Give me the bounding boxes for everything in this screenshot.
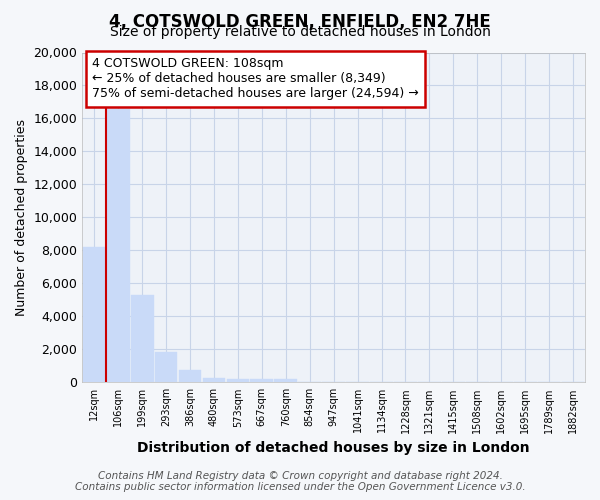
Text: Contains HM Land Registry data © Crown copyright and database right 2024.
Contai: Contains HM Land Registry data © Crown c…	[74, 471, 526, 492]
Text: Size of property relative to detached houses in London: Size of property relative to detached ho…	[110, 25, 490, 39]
Bar	[83, 247, 106, 382]
Bar	[179, 370, 202, 382]
Bar	[203, 378, 226, 382]
Bar	[131, 295, 154, 382]
X-axis label: Distribution of detached houses by size in London: Distribution of detached houses by size …	[137, 441, 530, 455]
Text: 4 COTSWOLD GREEN: 108sqm
← 25% of detached houses are smaller (8,349)
75% of sem: 4 COTSWOLD GREEN: 108sqm ← 25% of detach…	[92, 58, 419, 100]
Text: 4, COTSWOLD GREEN, ENFIELD, EN2 7HE: 4, COTSWOLD GREEN, ENFIELD, EN2 7HE	[109, 12, 491, 30]
Bar	[274, 379, 297, 382]
Y-axis label: Number of detached properties: Number of detached properties	[15, 119, 28, 316]
Bar	[250, 379, 273, 382]
Bar	[227, 379, 249, 382]
Bar	[155, 352, 178, 382]
Bar	[107, 108, 130, 382]
